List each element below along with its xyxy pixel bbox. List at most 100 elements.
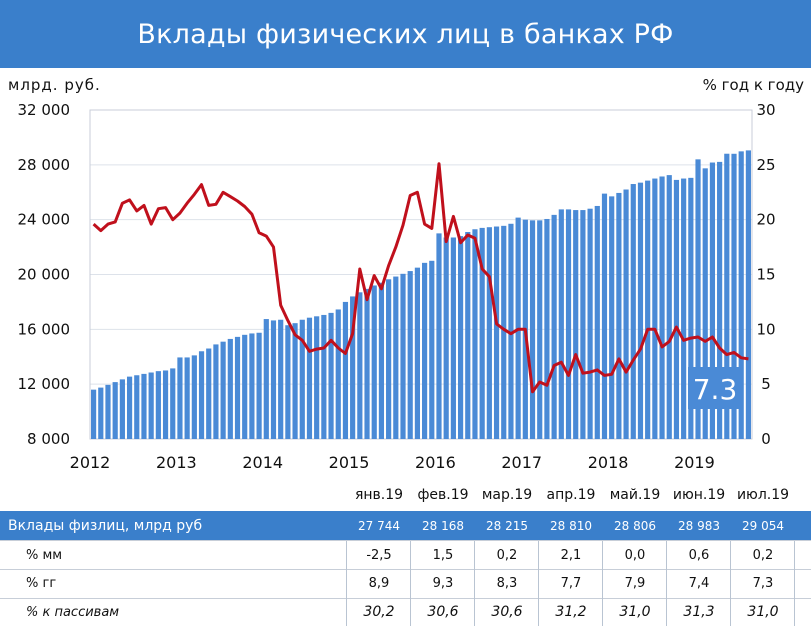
bar [314,316,320,439]
bar [285,325,291,439]
bar [112,382,118,439]
bar [659,176,665,439]
bar [278,319,284,439]
table-cell: 28 810 [550,519,592,533]
table-column-header: фев.19 [417,487,469,503]
table-cell: 28 806 [614,519,656,533]
bar [731,153,737,439]
bar [292,323,298,439]
row-label-mm: % мм [26,547,63,563]
y-left-tick-label: 32 000 [18,101,71,119]
table-cell: 7,9 [624,576,646,591]
bar [623,189,629,439]
bar [673,179,680,439]
bar [508,223,514,439]
bar [709,162,716,439]
table-cell: 7,4 [688,576,710,591]
bar [184,357,190,439]
bar [645,180,651,440]
table-column-divider [410,541,411,626]
bar [601,193,608,439]
line-layer [92,162,749,394]
y-left-tick-label: 24 000 [18,211,71,229]
y-right-tick-label: 5 [761,375,771,393]
bar [529,220,536,439]
bar [422,262,428,439]
bar [119,379,125,439]
bar [745,150,751,439]
bar [580,210,586,439]
bar [299,319,305,439]
bar [148,372,154,439]
table-column-divider [666,541,667,626]
table-column-header: янв.19 [354,487,404,503]
bar [551,214,557,439]
bar [565,209,572,439]
bar [206,348,212,439]
table-cell: 9,3 [432,576,454,591]
bar [364,288,370,439]
bar [400,273,406,439]
bar [242,334,248,439]
bar [609,196,615,439]
bar [443,237,449,439]
bar [486,227,492,439]
bar [306,317,313,439]
y-left-tick-label: 12 000 [18,375,71,393]
table-cell: 7,3 [752,576,774,591]
bar [414,267,420,439]
bar [695,159,701,439]
table-row-mm: % мм -2,5 1,5 0,2 2,1 0,0 0,6 0,2 [0,541,811,569]
y-left-tick-label: 20 000 [18,266,71,284]
bar [213,344,219,439]
row-label-liabilities: % к пассивам [26,604,120,620]
x-tick-label: 2015 [329,453,370,472]
table-cell: 27 744 [358,519,400,533]
bar [191,355,197,439]
table-header-row: янв.19 фев.19 мар.19 апр.19 май.19 июн.19 июл.… [0,479,811,511]
bar [738,151,744,439]
axis-layer: 8 000 12 000 16 000 20 000 24 000 28 000 32 00… [18,101,776,472]
table-cell: 31,2 [555,604,587,620]
bar [666,175,672,439]
bar [702,168,708,440]
y-right-tick-label: 15 [756,266,775,284]
bar [263,319,269,439]
bar [134,375,140,439]
bar [630,184,636,439]
table-cell: 0,0 [624,547,646,563]
table-cell: 30,2 [363,604,395,620]
table-row-liabilities: % к пассивам 30,2 30,6 30,6 31,2 31,0 31,3 31,… [0,598,811,626]
table-cell: 8,3 [496,576,518,591]
bar [688,177,694,439]
bar [328,312,334,439]
table-column-divider [474,541,475,626]
table-column-divider [730,541,731,626]
bar [681,178,687,439]
plot-frame [89,109,753,440]
bar [105,384,111,439]
y-right-tick-label: 30 [756,101,775,119]
table-cell: 31,0 [619,604,651,620]
bar [558,209,564,439]
bar [177,357,183,439]
table-cell: 7,7 [560,576,582,591]
bar [407,271,413,439]
bar [249,333,255,439]
x-tick-label: 2019 [674,453,715,472]
table-row-yy: % гг 8,9 9,3 8,3 7,7 7,9 7,4 7,3 [0,569,811,598]
table-cell: 30,6 [427,604,459,620]
table-cell: 0,2 [496,547,518,563]
bar [357,292,363,439]
table-column-header: мар.19 [481,487,533,503]
bar [386,279,392,439]
bar [457,236,464,439]
table-column-header: май.19 [609,487,661,503]
y-left-tick-label: 28 000 [18,156,71,174]
bar [270,320,277,439]
table-column-divider [602,541,603,626]
table-cell: 31,0 [747,604,779,620]
row-label-yy: % гг [26,576,57,591]
x-tick-label: 2012 [70,453,111,472]
table-cell: 1,5 [432,547,454,563]
